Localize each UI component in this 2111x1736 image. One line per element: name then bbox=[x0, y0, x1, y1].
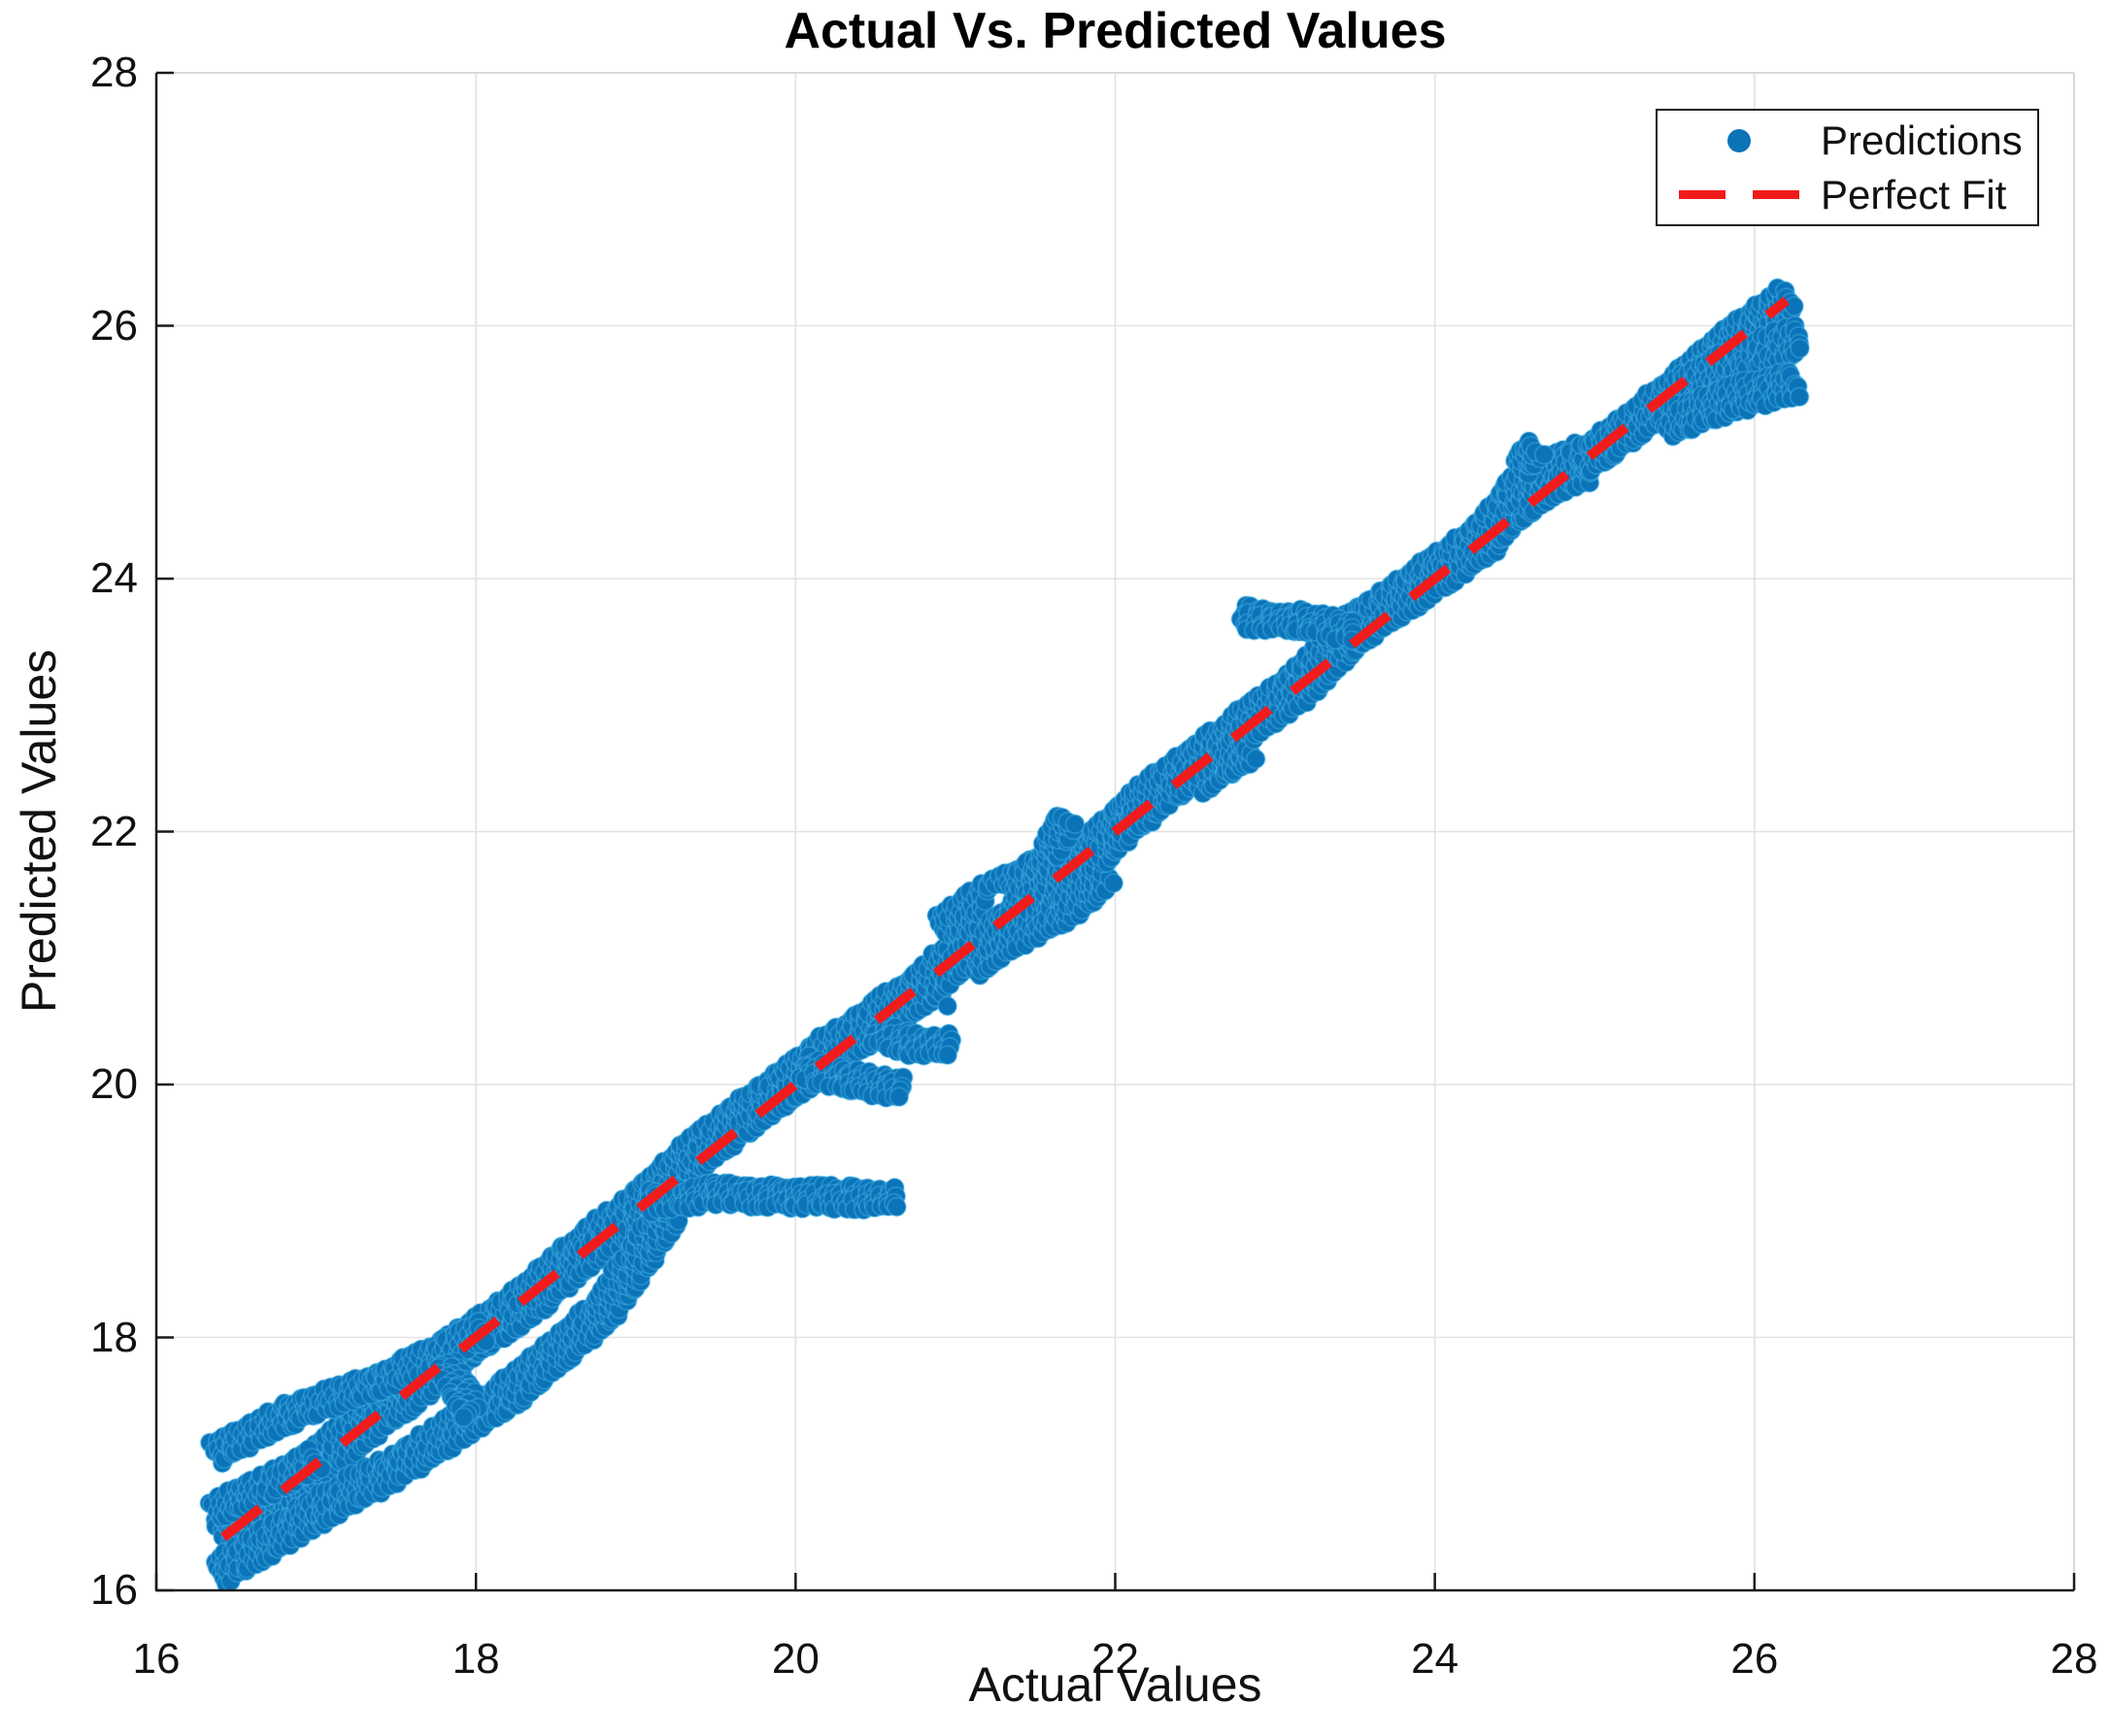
x-axis-label: Actual Values bbox=[968, 1657, 1262, 1712]
legend: Predictions Perfect Fit bbox=[1656, 109, 2039, 226]
y-tick-label: 18 bbox=[90, 1313, 138, 1361]
x-tick-label: 20 bbox=[771, 1635, 820, 1683]
legend-item-perfect-fit: Perfect Fit bbox=[1658, 171, 2037, 219]
y-tick-label: 22 bbox=[90, 807, 138, 855]
dashed-line-icon bbox=[1679, 190, 1799, 199]
x-tick-label: 28 bbox=[2050, 1635, 2098, 1683]
legend-item-predictions: Predictions bbox=[1658, 117, 2037, 165]
chart-title: Actual Vs. Predicted Values bbox=[784, 3, 1447, 59]
x-tick-label: 16 bbox=[132, 1635, 181, 1683]
x-tick-label: 26 bbox=[1730, 1635, 1779, 1683]
legend-label-predictions: Predictions bbox=[1821, 117, 2023, 163]
predictions-point-cloud bbox=[199, 278, 1811, 1590]
legend-marker-cell bbox=[1658, 190, 1821, 199]
y-tick-label: 20 bbox=[90, 1060, 138, 1108]
y-tick-label: 24 bbox=[90, 554, 138, 602]
x-tick-label: 22 bbox=[1091, 1635, 1139, 1683]
x-tick-label: 18 bbox=[452, 1635, 500, 1683]
legend-marker-cell bbox=[1658, 128, 1821, 152]
y-tick-label: 26 bbox=[90, 301, 138, 350]
y-tick-label: 28 bbox=[90, 49, 138, 96]
legend-label-perfect-fit: Perfect Fit bbox=[1821, 171, 2007, 217]
y-tick-label: 16 bbox=[90, 1566, 138, 1614]
perfect-fit-line bbox=[220, 296, 1790, 1542]
scatter-dot-icon bbox=[1727, 128, 1751, 152]
x-tick-label: 24 bbox=[1411, 1635, 1459, 1683]
